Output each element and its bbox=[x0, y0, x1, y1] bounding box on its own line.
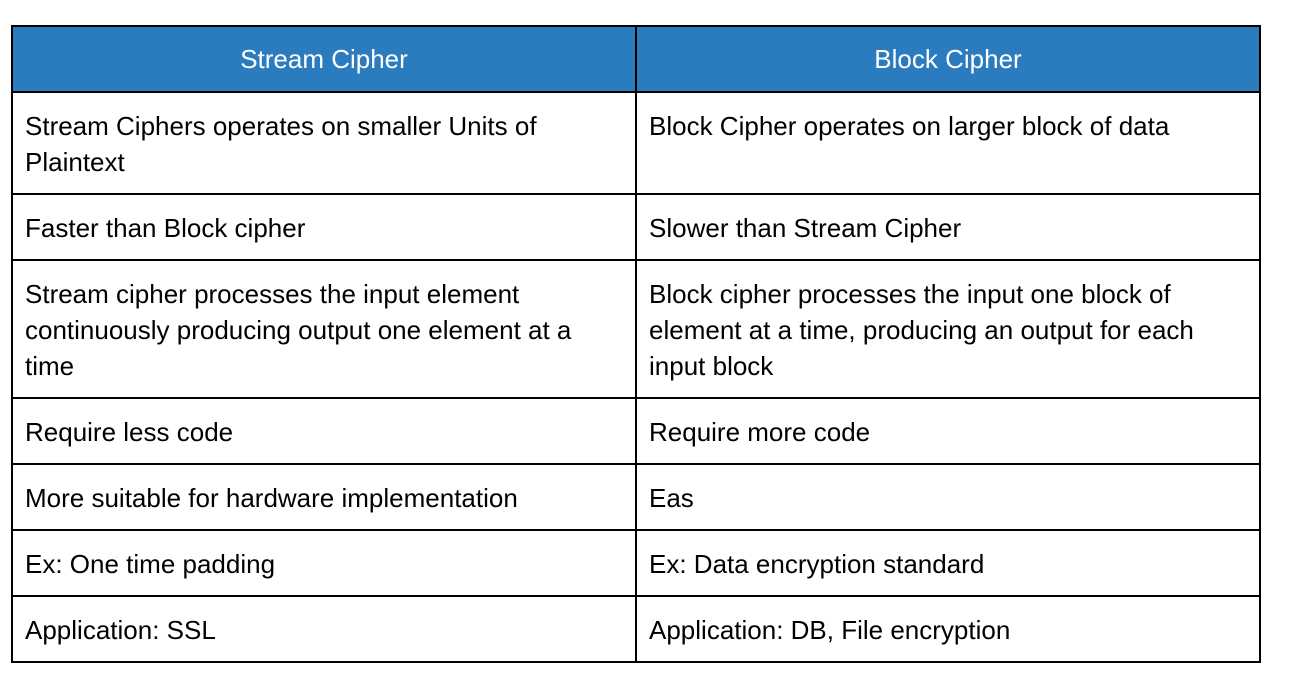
table-row: Application: SSL Application: DB, File en… bbox=[11, 595, 1261, 663]
header-row: Stream Cipher Block Cipher bbox=[11, 25, 1261, 93]
table-row: Faster than Block cipher Slower than Stre… bbox=[11, 193, 1261, 261]
table-cell: Eas bbox=[635, 463, 1261, 531]
table-row: Stream Ciphers operates on smaller Units… bbox=[11, 91, 1261, 195]
table-cell: Require less code bbox=[11, 397, 637, 465]
comparison-table: Stream Cipher Block Cipher Stream Ciphers… bbox=[11, 25, 1261, 663]
table-cell: Stream Ciphers operates on smaller Units… bbox=[11, 91, 637, 195]
table-body: Stream Ciphers operates on smaller Units… bbox=[11, 91, 1261, 663]
header-cell: Block Cipher bbox=[635, 25, 1261, 93]
table-cell: More suitable for hardware implementatio… bbox=[11, 463, 637, 531]
table-row: Stream cipher processes the input elemen… bbox=[11, 259, 1261, 399]
table-cell: Ex: One time padding bbox=[11, 529, 637, 597]
table-cell: Stream cipher processes the input elemen… bbox=[11, 259, 637, 399]
table-row: Require less code Require more code bbox=[11, 397, 1261, 465]
table-cell: Application: SSL bbox=[11, 595, 637, 663]
table-cell: Slower than Stream Cipher bbox=[635, 193, 1261, 261]
header-cell: Stream Cipher bbox=[11, 25, 637, 93]
table-row: Ex: One time padding Ex: Data encryption … bbox=[11, 529, 1261, 597]
table-cell: Faster than Block cipher bbox=[11, 193, 637, 261]
table-cell: Ex: Data encryption standard bbox=[635, 529, 1261, 597]
table-row: More suitable for hardware implementatio… bbox=[11, 463, 1261, 531]
table-cell: Require more code bbox=[635, 397, 1261, 465]
table-cell: Block Cipher operates on larger block of… bbox=[635, 91, 1261, 195]
table-cell: Application: DB, File encryption bbox=[635, 595, 1261, 663]
table-header: Stream Cipher Block Cipher bbox=[11, 25, 1261, 93]
table-cell: Block cipher processes the input one blo… bbox=[635, 259, 1261, 399]
